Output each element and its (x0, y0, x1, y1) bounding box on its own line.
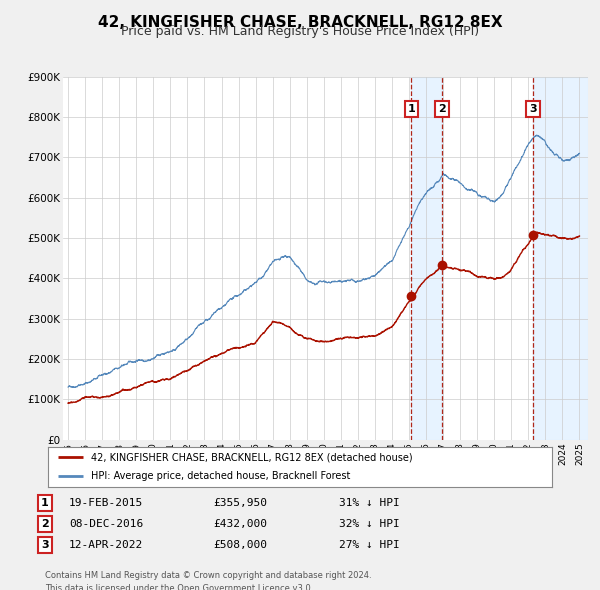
Text: 27% ↓ HPI: 27% ↓ HPI (339, 540, 400, 550)
Text: 2: 2 (41, 519, 49, 529)
Text: 19-FEB-2015: 19-FEB-2015 (69, 498, 143, 507)
Text: 3: 3 (41, 540, 49, 550)
Text: £355,950: £355,950 (213, 498, 267, 507)
Bar (411, 77, 442, 440)
Text: 1: 1 (41, 498, 49, 507)
Text: 42, KINGFISHER CHASE, BRACKNELL, RG12 8EX: 42, KINGFISHER CHASE, BRACKNELL, RG12 8E… (98, 15, 502, 30)
Text: 32% ↓ HPI: 32% ↓ HPI (339, 519, 400, 529)
Text: 08-DEC-2016: 08-DEC-2016 (69, 519, 143, 529)
Text: 42, KINGFISHER CHASE, BRACKNELL, RG12 8EX (detached house): 42, KINGFISHER CHASE, BRACKNELL, RG12 8E… (91, 453, 412, 463)
Text: 31% ↓ HPI: 31% ↓ HPI (339, 498, 400, 507)
Text: 1: 1 (407, 104, 415, 114)
Text: 3: 3 (529, 104, 537, 114)
Text: Price paid vs. HM Land Registry's House Price Index (HPI): Price paid vs. HM Land Registry's House … (121, 25, 479, 38)
Text: 2: 2 (438, 104, 446, 114)
Text: HPI: Average price, detached house, Bracknell Forest: HPI: Average price, detached house, Brac… (91, 471, 350, 481)
Text: 12-APR-2022: 12-APR-2022 (69, 540, 143, 550)
Text: £508,000: £508,000 (213, 540, 267, 550)
Text: £432,000: £432,000 (213, 519, 267, 529)
Text: Contains HM Land Registry data © Crown copyright and database right 2024.
This d: Contains HM Land Registry data © Crown c… (45, 571, 371, 590)
Bar (533, 77, 588, 440)
